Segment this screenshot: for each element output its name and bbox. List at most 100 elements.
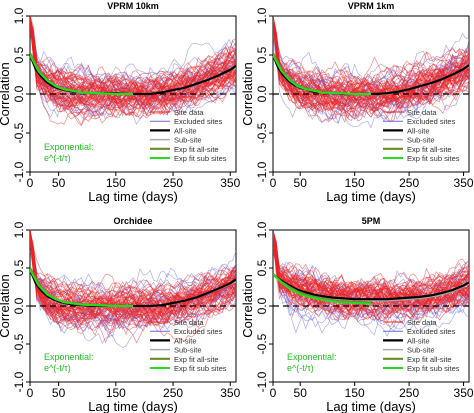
y-tick-label: 1.0 <box>12 221 26 238</box>
y-tick-label: -1.0 <box>255 161 269 182</box>
site-data-line <box>30 230 236 328</box>
legend-entry: Excluded sites <box>407 117 456 126</box>
exponential-formula: e^(-t/τ) <box>44 363 71 373</box>
x-tick-label: 350 <box>220 176 240 190</box>
y-tick-label: 0.5 <box>12 46 26 63</box>
site-data-line <box>273 16 469 96</box>
panel-1: VPRM 1km 0 50 150 250 350 -1.0 -0.5 0.0 0.5 1.0 Lag… <box>240 1 474 204</box>
x-tick-label: 50 <box>52 386 66 400</box>
x-tick-label: 350 <box>454 386 474 400</box>
legend-entry: All-site <box>407 336 430 345</box>
y-tick-label: -0.5 <box>255 333 269 354</box>
y-tick-label: 0.0 <box>12 85 26 102</box>
y-tick-label: -0.5 <box>12 333 26 354</box>
x-tick-label: 0 <box>270 386 277 400</box>
legend-entry: All-site <box>174 336 197 345</box>
panel-title: VPRM 1km <box>348 1 395 11</box>
exponential-annotation: Exponential: <box>44 142 94 152</box>
y-tick-label: 0.5 <box>255 46 269 63</box>
site-data-line <box>30 235 236 328</box>
exponential-annotation: Exponential: <box>44 352 94 362</box>
site-data-line <box>273 16 469 114</box>
legend-entry: Exp fit all-site <box>174 145 219 154</box>
legend-entry: Sub-site <box>407 346 435 355</box>
legend-entry: Sub-site <box>174 346 202 355</box>
x-tick-label: 0 <box>27 386 34 400</box>
series-exp-fit-sub-sites <box>273 273 372 305</box>
legend-entry: Exp fit all-site <box>407 145 452 154</box>
site-data-line <box>273 30 469 99</box>
exponential-formula: e^(-t/τ) <box>44 153 71 163</box>
excluded-site-line <box>30 16 236 104</box>
legend-entry: Site data <box>407 108 437 117</box>
plot-area <box>30 230 236 349</box>
site-data-line <box>30 16 236 99</box>
legend-entry: Exp fit sub sites <box>407 154 460 163</box>
x-axis-label: Lag time (days) <box>326 189 416 204</box>
y-tick-label: 0.0 <box>255 297 269 314</box>
y-tick-label: 1.0 <box>255 7 269 24</box>
legend-entry: Exp fit all-site <box>407 355 452 364</box>
legend-entry: Excluded sites <box>407 327 456 336</box>
x-tick-label: 350 <box>220 386 240 400</box>
x-tick-label: 250 <box>399 386 419 400</box>
site-data-line <box>30 232 236 317</box>
legend-entry: Sub-site <box>174 136 202 145</box>
site-data-line <box>273 230 469 321</box>
site-data-line <box>30 16 236 92</box>
legend-entry: Site data <box>174 318 204 327</box>
x-tick-label: 0 <box>27 176 34 190</box>
y-axis-label: Correlation <box>0 274 12 338</box>
y-tick-label: 1.0 <box>12 7 26 24</box>
site-data-line <box>30 16 236 113</box>
site-data-line <box>30 230 236 331</box>
x-tick-label: 50 <box>294 176 308 190</box>
panel-3: 5PM 0 50 150 250 350 -1.0 -0.5 0.0 0.5 1.0 Lag time… <box>240 216 474 413</box>
legend-entry: Excluded sites <box>174 117 223 126</box>
excluded-site-line <box>273 16 469 83</box>
legend-entry: Sub-site <box>407 136 435 145</box>
series-all-site <box>273 273 469 301</box>
y-axis-label: Correlation <box>240 274 255 338</box>
plot-area <box>30 16 236 127</box>
legend-entry: Site data <box>407 318 437 327</box>
series-exp-fit-sub-sites <box>30 54 133 95</box>
site-data-line <box>273 230 469 300</box>
series-exp-fit-sub-sites <box>273 54 371 95</box>
legend-entry: Exp fit sub sites <box>174 364 227 373</box>
site-data-line <box>273 230 469 312</box>
site-data-line <box>273 242 469 314</box>
y-tick-label: 0.5 <box>255 259 269 276</box>
site-data-line <box>30 23 236 109</box>
site-data-line <box>30 230 236 344</box>
x-tick-label: 250 <box>163 176 183 190</box>
panel-title: VPRM 10km <box>107 1 159 11</box>
site-data-line <box>273 16 469 91</box>
panel-0: VPRM 10km 0 50 150 250 350 -1.0 -0.5 0.0 0.5 1.0 La… <box>0 1 241 204</box>
panel-title: Orchidee <box>113 216 152 226</box>
y-tick-label: 0.0 <box>255 85 269 102</box>
site-data-line <box>273 233 469 303</box>
y-axis-label: Correlation <box>240 62 255 126</box>
x-tick-label: 250 <box>399 176 419 190</box>
plot-area <box>273 230 469 338</box>
x-axis-label: Lag time (days) <box>88 189 178 204</box>
x-tick-label: 150 <box>106 386 126 400</box>
site-data-line <box>30 230 236 335</box>
series-exp-fit-sub-sites <box>30 269 133 307</box>
x-axis-label: Lag time (days) <box>88 399 178 413</box>
y-tick-label: 0.0 <box>12 297 26 314</box>
site-data-line <box>273 16 469 111</box>
legend-entry: Site data <box>174 108 204 117</box>
legend-entry: Exp fit all-site <box>174 355 219 364</box>
site-data-line <box>30 16 236 104</box>
y-tick-label: 1.0 <box>255 221 269 238</box>
site-data-line <box>30 24 236 117</box>
x-tick-label: 150 <box>345 386 365 400</box>
x-tick-label: 50 <box>52 176 66 190</box>
